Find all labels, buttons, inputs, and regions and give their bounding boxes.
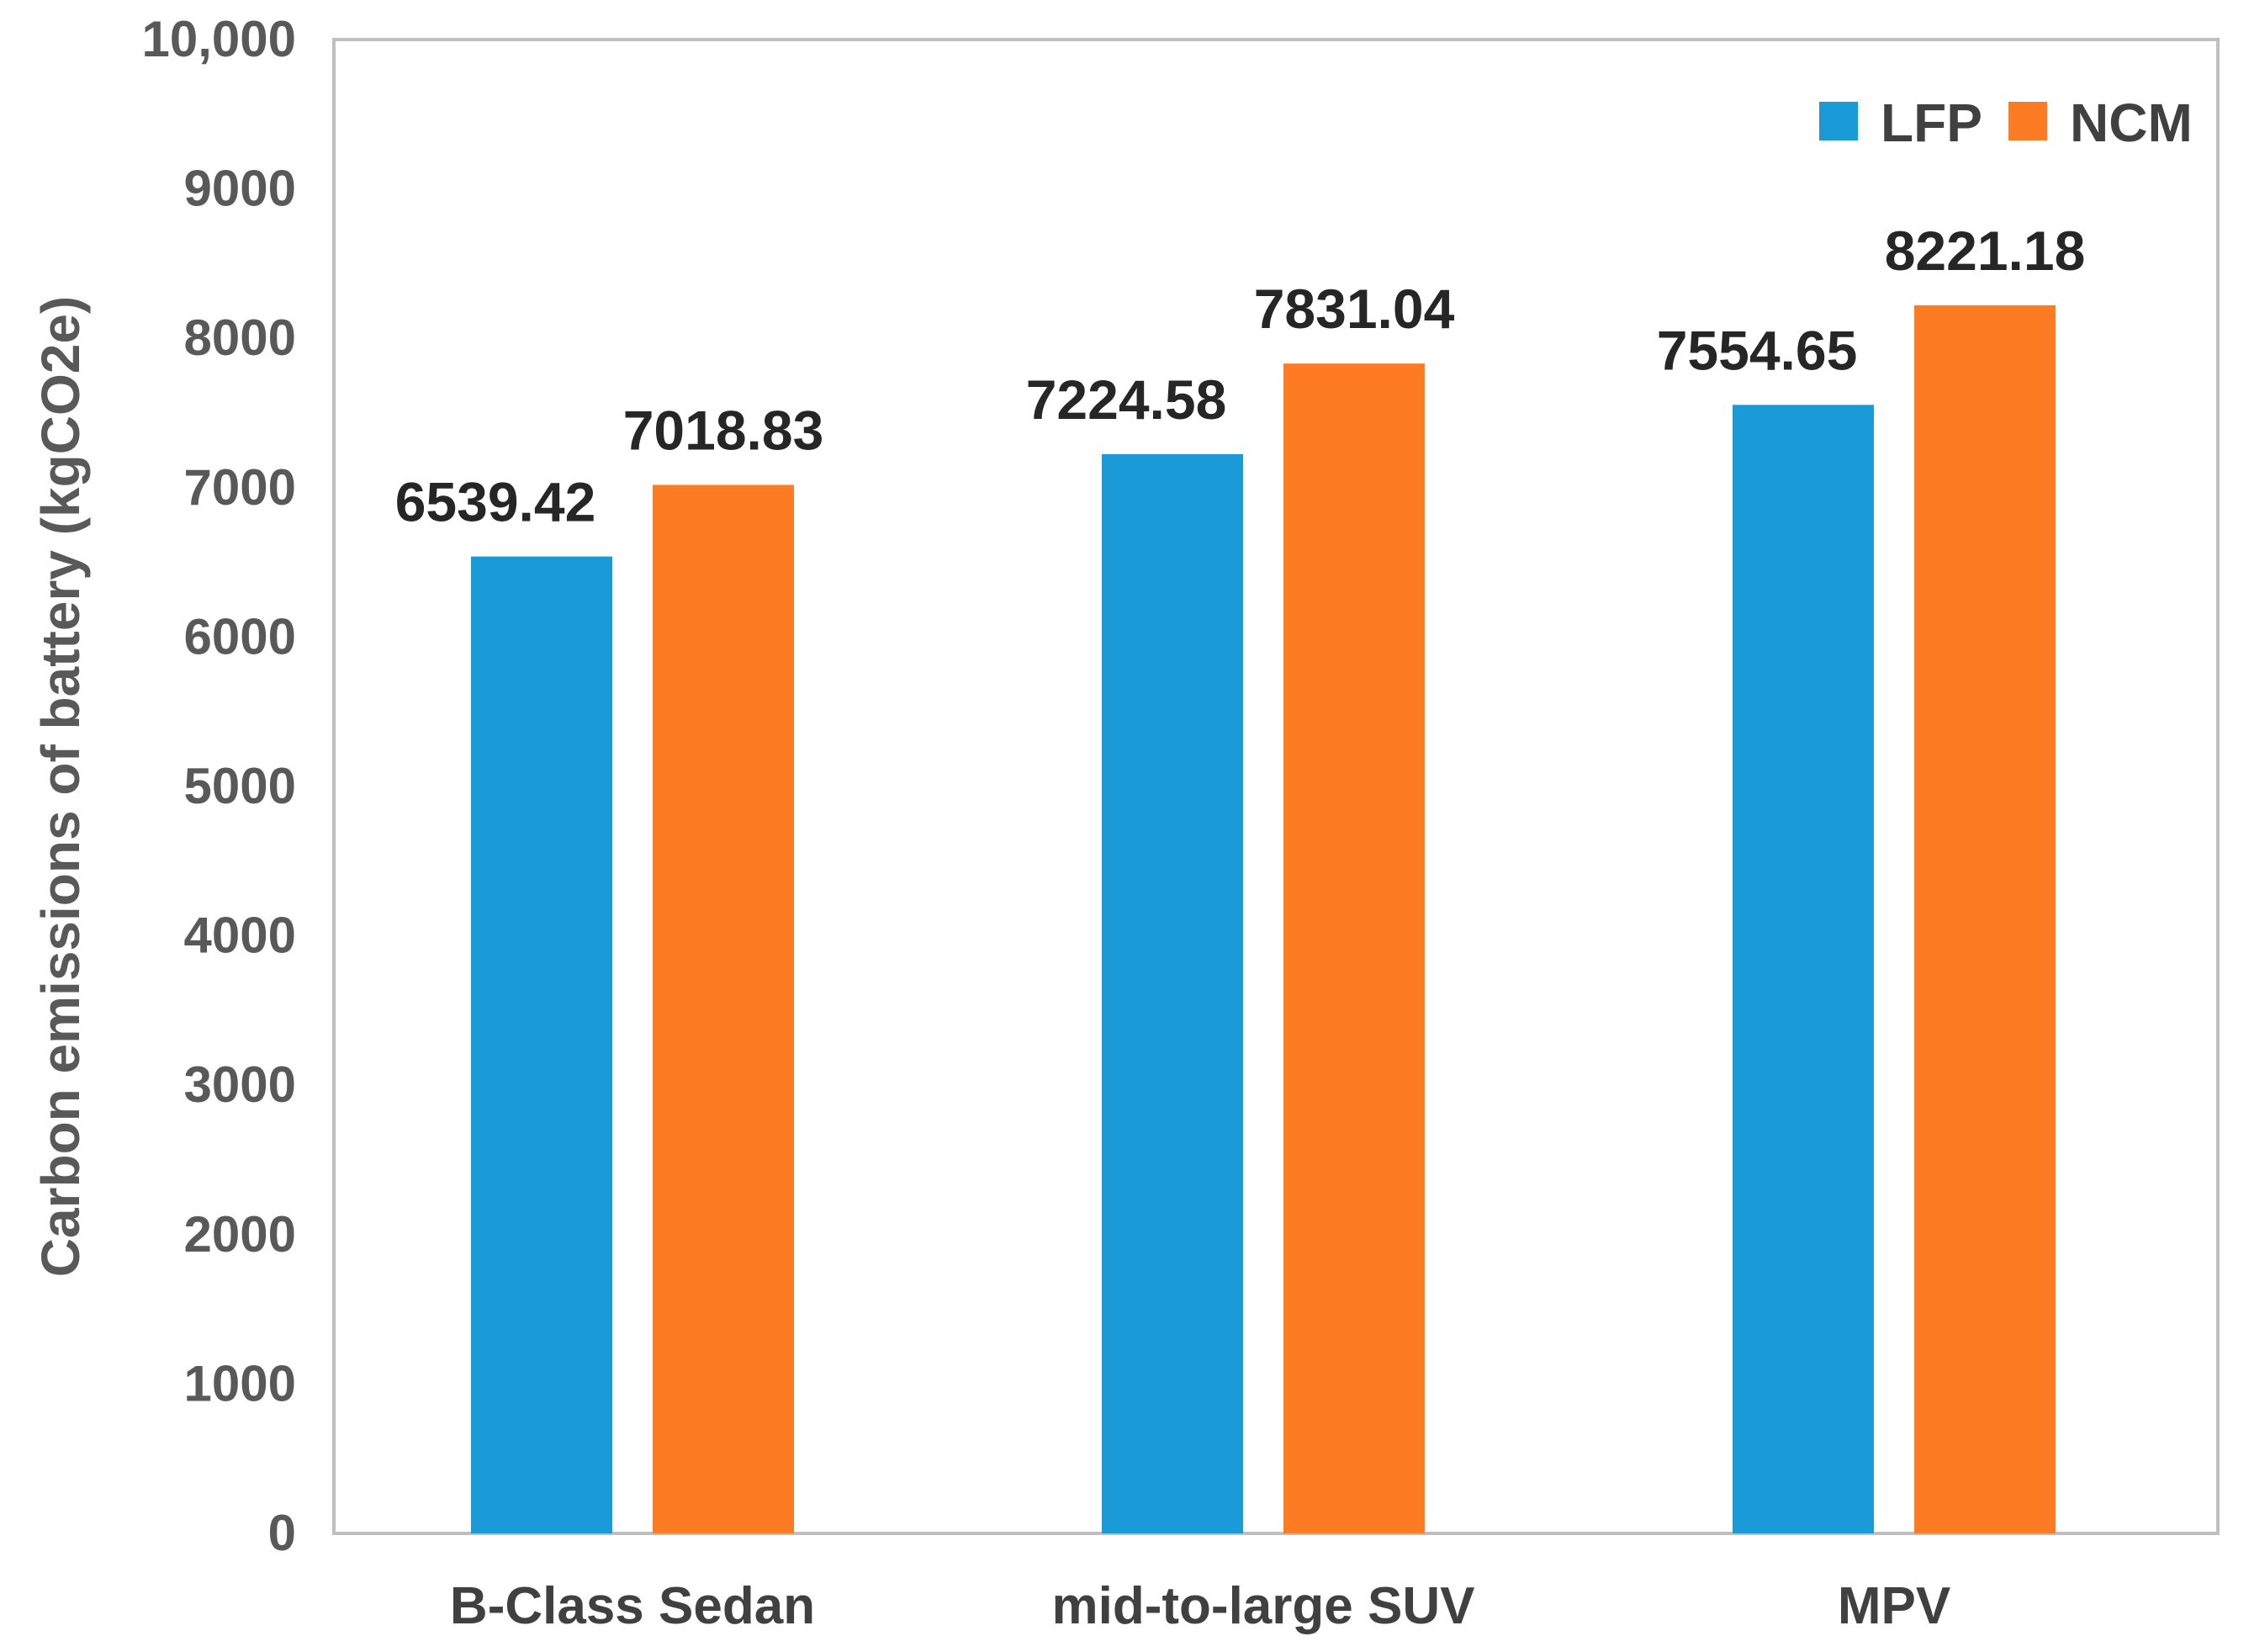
y-tick-label: 10,000 bbox=[141, 11, 296, 67]
x-tick-label: mid-to-large SUV bbox=[1052, 1577, 1475, 1635]
data-label-lfp: 7224.58 bbox=[1026, 368, 1227, 431]
bar-series bbox=[471, 304, 2056, 1534]
x-axis-labels: B-Class Sedan mid-to-large SUV MPV bbox=[450, 1577, 1950, 1635]
data-label-lfp: 7554.65 bbox=[1657, 319, 1858, 381]
bar-lfp bbox=[471, 556, 612, 1533]
y-tick-label: 0 bbox=[268, 1505, 296, 1561]
bar-lfp bbox=[1102, 453, 1243, 1534]
y-tick-label: 1000 bbox=[184, 1355, 296, 1411]
y-tick-label: 2000 bbox=[184, 1206, 296, 1263]
legend-swatch-ncm bbox=[2008, 102, 2047, 140]
legend-label-lfp: LFP bbox=[1881, 93, 1982, 153]
y-tick-label: 6000 bbox=[184, 608, 296, 665]
x-tick-label: MPV bbox=[1838, 1577, 1950, 1635]
y-tick-label: 7000 bbox=[184, 459, 296, 516]
bar-ncm bbox=[653, 484, 794, 1533]
x-tick-label: B-Class Sedan bbox=[450, 1577, 815, 1635]
legend-swatch-lfp bbox=[1819, 102, 1858, 140]
y-tick-label: 3000 bbox=[184, 1056, 296, 1113]
bar-lfp bbox=[1733, 405, 1874, 1533]
data-label-lfp: 6539.42 bbox=[395, 471, 596, 533]
y-tick-label: 5000 bbox=[184, 758, 296, 814]
plot-frame bbox=[332, 38, 2220, 1535]
y-axis-ticks: 0 1000 2000 3000 4000 5000 6000 7000 8000 9000 10,… bbox=[141, 11, 296, 1561]
legend: LFP NCM bbox=[1819, 93, 2193, 153]
legend-label-ncm: NCM bbox=[2070, 93, 2193, 153]
data-label-ncm: 7831.04 bbox=[1254, 278, 1455, 340]
y-axis-title: Carbon emissions of battery (kgCO2e) bbox=[30, 296, 91, 1277]
bar-ncm bbox=[1914, 304, 2056, 1533]
data-labels: 6539.42 7018.83 7224.58 7831.04 7554.65 8221.… bbox=[395, 220, 2086, 533]
y-tick-label: 9000 bbox=[184, 161, 296, 217]
data-label-ncm: 7018.83 bbox=[623, 399, 824, 461]
y-tick-label: 4000 bbox=[184, 908, 296, 964]
data-label-ncm: 8221.18 bbox=[1885, 220, 2086, 282]
bar-ncm bbox=[1283, 363, 1425, 1534]
y-tick-label: 8000 bbox=[184, 310, 296, 366]
